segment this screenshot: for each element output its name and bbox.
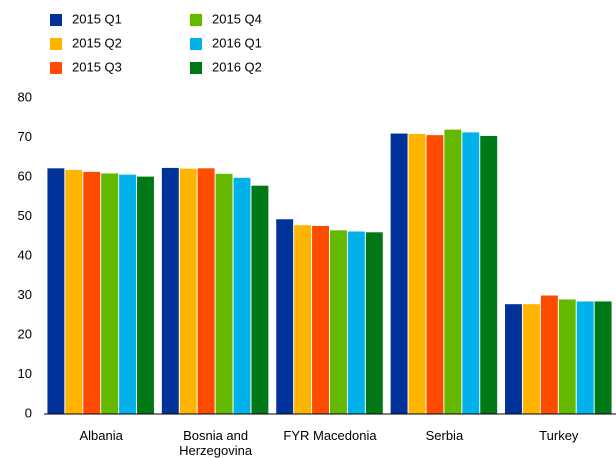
bar [83, 171, 101, 414]
legend-label: 2016 Q1 [212, 35, 262, 50]
y-tick-label: 40 [18, 247, 32, 262]
x-tick-label: Bosnia and Herzegovina [179, 428, 253, 458]
bar [480, 135, 498, 415]
bar [558, 299, 576, 414]
legend-swatch [190, 14, 202, 26]
bar [276, 219, 294, 414]
y-tick-label: 50 [18, 208, 32, 223]
bar [197, 168, 215, 414]
bar [522, 304, 540, 414]
y-tick-label: 10 [18, 366, 32, 381]
bar [233, 177, 251, 414]
y-tick-label: 70 [18, 129, 32, 144]
legend-swatch [50, 14, 62, 26]
legend-label: 2015 Q3 [72, 59, 122, 74]
bar [215, 173, 233, 414]
bar [294, 225, 312, 414]
bar [576, 301, 594, 414]
legend-swatch [190, 38, 202, 50]
legend-swatch [190, 62, 202, 74]
bar [408, 133, 426, 414]
bar [444, 129, 462, 414]
bar [540, 295, 558, 414]
bar [101, 173, 119, 414]
y-tick-label: 20 [18, 326, 32, 341]
bar [312, 225, 329, 414]
bar [137, 176, 154, 414]
legend-swatch [50, 62, 62, 74]
legend-swatch [50, 38, 62, 50]
bar [161, 167, 179, 414]
bar [505, 304, 522, 414]
legend-label: 2016 Q2 [212, 59, 262, 74]
bar [47, 168, 65, 414]
bar [365, 232, 383, 414]
y-tick-label: 30 [18, 287, 32, 302]
y-tick-label: 80 [18, 89, 32, 104]
bar [330, 230, 347, 414]
y-tick-label: 0 [25, 405, 32, 420]
x-tick-label: FYR Macedonia [283, 428, 377, 443]
legend-label: 2015 Q2 [72, 35, 122, 50]
bar [390, 133, 408, 415]
bar [251, 185, 269, 414]
x-tick-label: Albania [79, 428, 123, 443]
bar [347, 231, 365, 414]
x-tick-label: Turkey [539, 428, 579, 443]
y-tick-label: 60 [18, 168, 32, 183]
legend-label: 2015 Q4 [212, 11, 262, 26]
legend-label: 2015 Q1 [72, 11, 122, 26]
x-tick-label: Serbia [425, 428, 464, 443]
bar [426, 135, 444, 414]
bar [119, 174, 137, 414]
bar [594, 301, 612, 414]
bar [65, 169, 83, 414]
bar [179, 168, 197, 414]
bar [462, 132, 480, 415]
